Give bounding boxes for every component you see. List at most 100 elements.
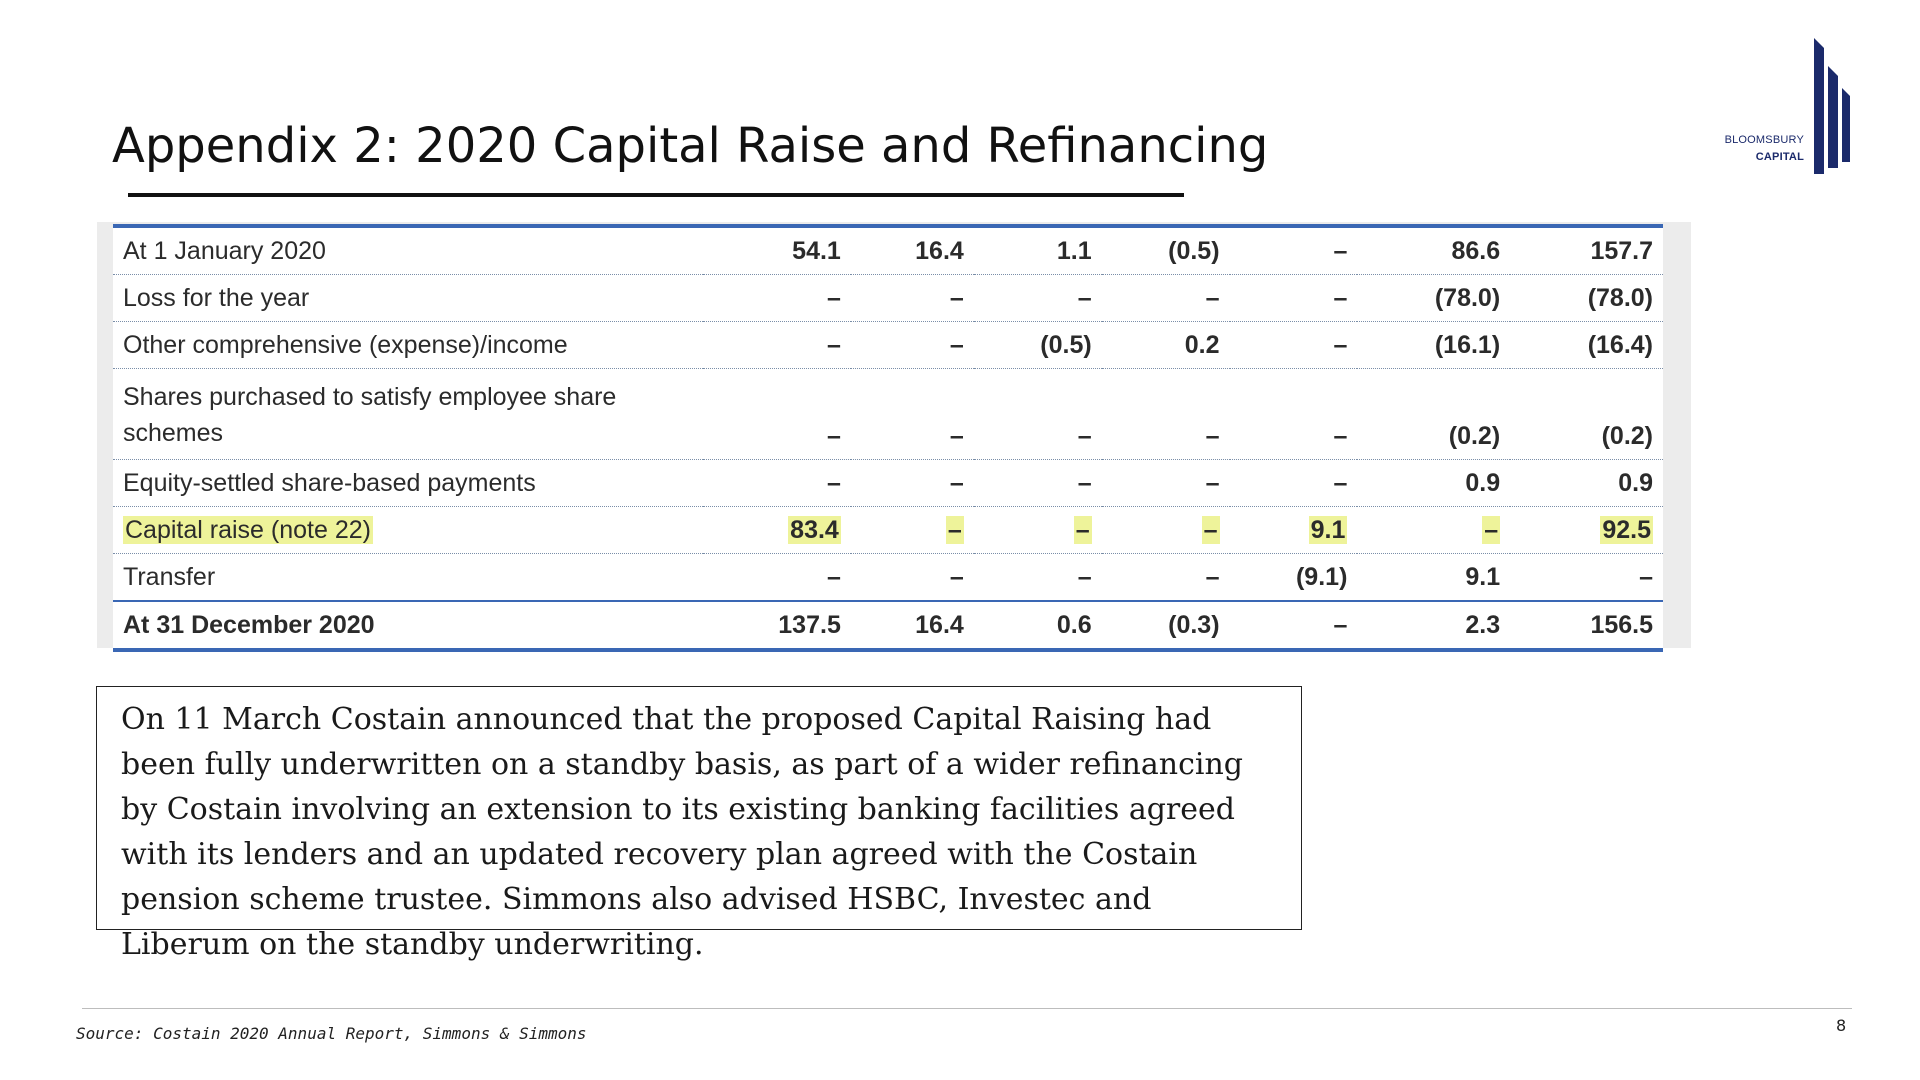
cell-value: 1.1 bbox=[1056, 236, 1092, 265]
cell-value: 157.7 bbox=[1590, 236, 1653, 265]
table-cell: 0.6 bbox=[973, 600, 1102, 648]
cell-value: 16.4 bbox=[915, 236, 964, 265]
row-label: At 1 January 2020 bbox=[113, 228, 703, 275]
table-cell: – bbox=[1101, 274, 1230, 322]
row-label-text: At 31 December 2020 bbox=[123, 610, 375, 639]
table-row: Equity-settled share-based payments – – – – –… bbox=[113, 459, 1663, 507]
table-cell: 0.2 bbox=[1101, 321, 1230, 369]
table-cell: – bbox=[973, 553, 1102, 602]
cell-value: (0.3) bbox=[1168, 610, 1220, 639]
logo-bars-icon bbox=[1814, 38, 1850, 174]
cell-value: – bbox=[1482, 515, 1501, 544]
cell-value: 9.1 bbox=[1308, 515, 1348, 544]
cell-value: 137.5 bbox=[778, 610, 841, 639]
cell-value: – bbox=[1205, 562, 1220, 591]
equity-statement-table-image: At 1 January 2020 54.1 16.4 1.1 (0.5) – 86.6 15… bbox=[97, 222, 1691, 652]
table-row: Shares purchased to satisfy employee sha… bbox=[113, 368, 1663, 460]
table-cell: 1.1 bbox=[973, 228, 1102, 275]
source-citation: Source: Costain 2020 Annual Report, Simm… bbox=[76, 1024, 587, 1043]
table-cell: – bbox=[1101, 506, 1230, 554]
table-cell: – bbox=[703, 553, 851, 602]
table-row: Other comprehensive (expense)/income – – (0… bbox=[113, 321, 1663, 369]
cell-value: – bbox=[1333, 468, 1348, 497]
cell-value: – bbox=[1205, 283, 1220, 312]
cell-value: 0.2 bbox=[1184, 330, 1220, 359]
cell-value: – bbox=[1333, 283, 1348, 312]
cell-value: – bbox=[1639, 562, 1653, 591]
cell-value: 86.6 bbox=[1451, 236, 1501, 265]
row-label: Shares purchased to satisfy employee sha… bbox=[113, 368, 703, 460]
row-label-text: Loss for the year bbox=[123, 283, 310, 312]
row-label: Transfer bbox=[113, 553, 703, 602]
cell-value: (0.5) bbox=[1040, 330, 1092, 359]
cell-value: – bbox=[826, 283, 841, 312]
table-cell: (78.0) bbox=[1357, 274, 1511, 322]
table-cell: – bbox=[1357, 506, 1511, 554]
row-label-text: Capital raise (note 22) bbox=[123, 515, 373, 544]
cell-value: – bbox=[1077, 283, 1092, 312]
table-cell: 2.3 bbox=[1357, 600, 1511, 648]
cell-value: – bbox=[826, 562, 841, 591]
row-label-text: Equity-settled share-based payments bbox=[123, 468, 536, 497]
row-label: Capital raise (note 22) bbox=[113, 506, 703, 554]
footer-divider bbox=[82, 1008, 1852, 1009]
cell-value: – bbox=[1077, 422, 1092, 450]
row-label: Other comprehensive (expense)/income bbox=[113, 321, 703, 369]
table-cell: – bbox=[1510, 553, 1663, 602]
table-cell: 137.5 bbox=[703, 600, 851, 648]
table-cell: – bbox=[1229, 274, 1358, 322]
table-cell: – bbox=[973, 459, 1102, 507]
table-cell: (9.1) bbox=[1229, 553, 1358, 602]
cell-value: – bbox=[1333, 236, 1348, 265]
table-cell: – bbox=[703, 321, 851, 369]
cell-value: 16.4 bbox=[915, 610, 964, 639]
row-label-text: Transfer bbox=[123, 562, 216, 591]
table-cell: (0.5) bbox=[1101, 228, 1230, 275]
cell-value: – bbox=[1201, 515, 1220, 544]
cell-value: – bbox=[1333, 330, 1348, 359]
cell-value: – bbox=[826, 330, 841, 359]
table-cell: (78.0) bbox=[1510, 274, 1663, 322]
table-cell: – bbox=[1229, 228, 1358, 275]
logo-line-2: CAPITAL bbox=[1755, 151, 1804, 163]
table-cell: – bbox=[850, 459, 974, 507]
row-label-text: Shares purchased to satisfy employee sha… bbox=[123, 383, 617, 447]
page-number: 8 bbox=[1836, 1016, 1847, 1035]
note-text: On 11 March Costain announced that the p… bbox=[121, 702, 1244, 962]
cell-value: – bbox=[949, 562, 964, 591]
table-cell: 92.5 bbox=[1510, 506, 1663, 554]
refinancing-note-box: On 11 March Costain announced that the p… bbox=[96, 686, 1302, 962]
table-cell: – bbox=[703, 368, 851, 460]
table-row: Transfer – – – – (9.1) 9.1 – bbox=[113, 553, 1663, 602]
table-cell: 156.5 bbox=[1510, 600, 1663, 648]
cell-value: (78.0) bbox=[1587, 283, 1653, 312]
table-cell: – bbox=[1101, 553, 1230, 602]
table-cell: (0.5) bbox=[973, 321, 1102, 369]
table-cell: 86.6 bbox=[1357, 228, 1511, 275]
cell-value: – bbox=[949, 283, 964, 312]
cell-value: – bbox=[949, 422, 964, 450]
table-cell: – bbox=[1101, 459, 1230, 507]
cell-value: – bbox=[1333, 422, 1348, 450]
table-cell: (16.1) bbox=[1357, 321, 1511, 369]
row-label: Equity-settled share-based payments bbox=[113, 459, 703, 507]
cell-value: (16.1) bbox=[1434, 330, 1501, 359]
row-label-text: Other comprehensive (expense)/income bbox=[123, 330, 568, 359]
table-cell: (16.4) bbox=[1510, 321, 1663, 369]
table-row: At 31 December 2020 137.5 16.4 0.6 (0.3) – 2.3… bbox=[113, 600, 1663, 648]
cell-value: 156.5 bbox=[1590, 610, 1653, 639]
cell-value: (78.0) bbox=[1434, 283, 1501, 312]
table-cell: – bbox=[850, 274, 974, 322]
table-row: At 1 January 2020 54.1 16.4 1.1 (0.5) – 86.6 15… bbox=[113, 228, 1663, 275]
table-cell: 0.9 bbox=[1510, 459, 1663, 507]
slide-title: Appendix 2: 2020 Capital Raise and Refin… bbox=[112, 118, 1269, 174]
logo-line-1: BLOOMSBURY bbox=[1724, 134, 1804, 146]
table-cell: (0.2) bbox=[1357, 368, 1511, 460]
table-cell: – bbox=[1229, 321, 1358, 369]
table-cell: – bbox=[703, 459, 851, 507]
row-label-text: At 1 January 2020 bbox=[123, 236, 326, 265]
table-row: Capital raise (note 22) 83.4 – – – 9.1 – 92.5 bbox=[113, 506, 1663, 554]
cell-value: – bbox=[1333, 610, 1348, 639]
table-cell: 0.9 bbox=[1357, 459, 1511, 507]
cell-value: (0.5) bbox=[1168, 236, 1220, 265]
